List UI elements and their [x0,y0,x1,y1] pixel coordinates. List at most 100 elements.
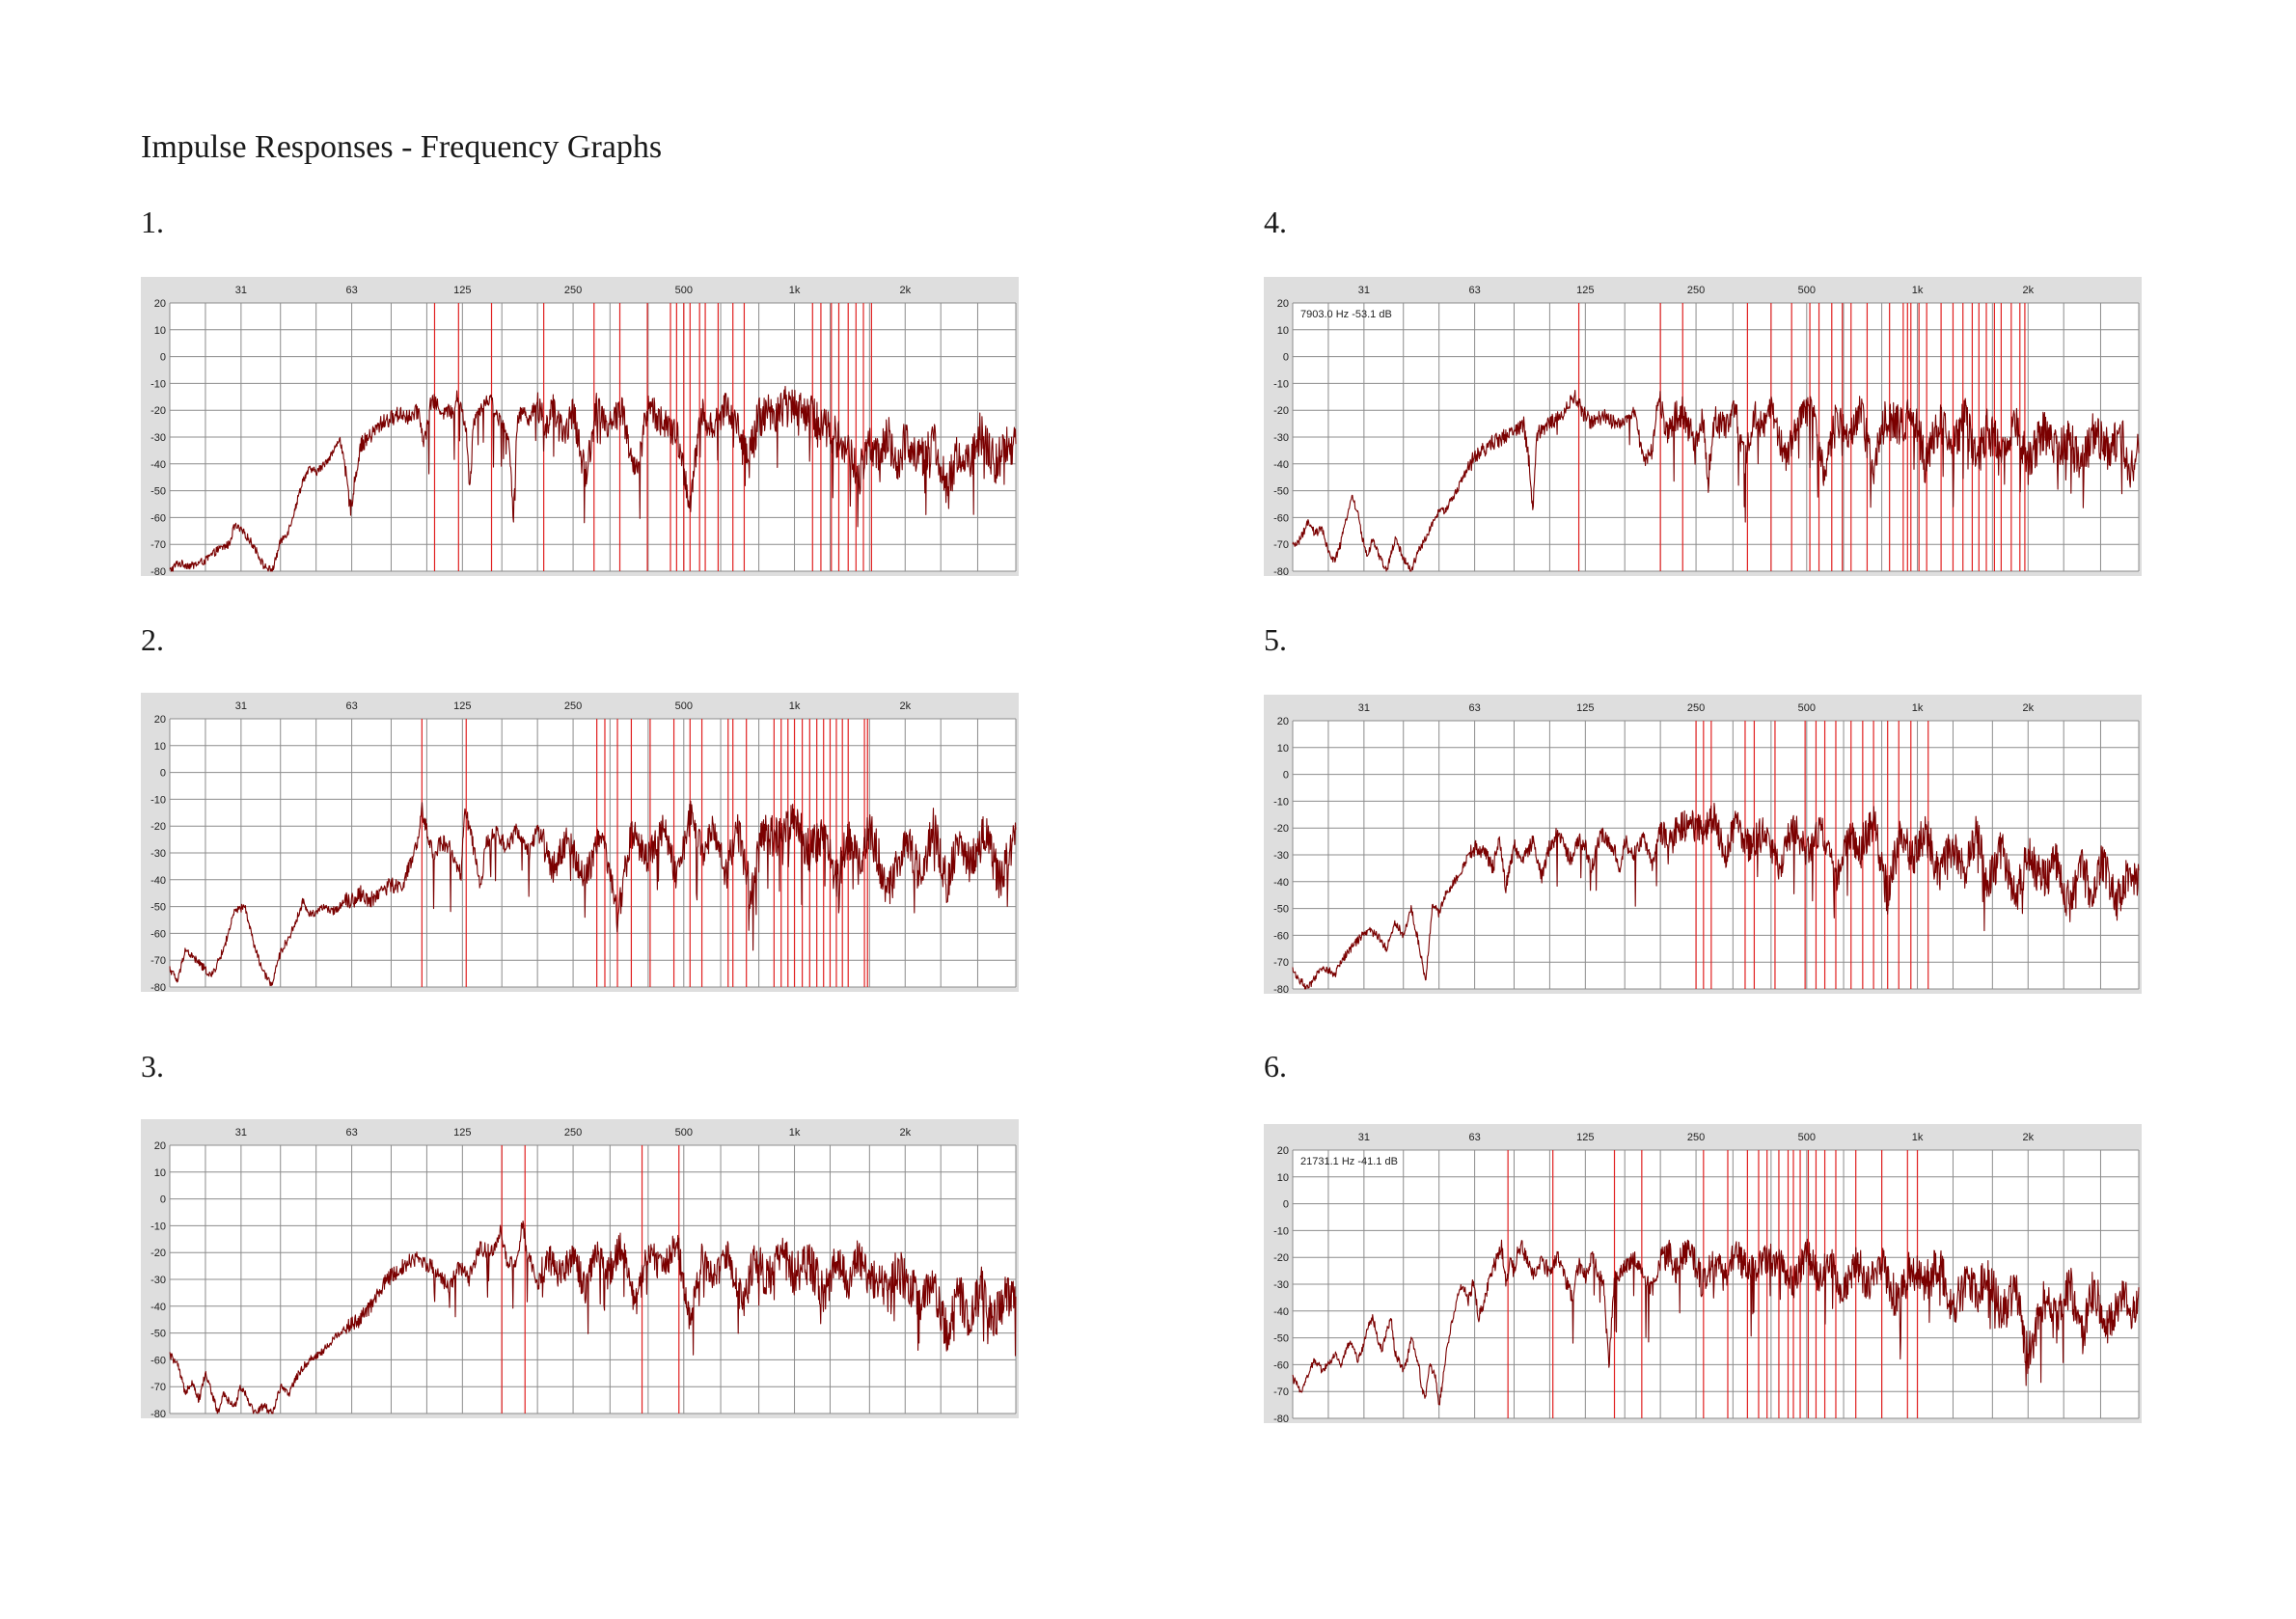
y-tick-label: -20 [150,821,166,833]
y-tick-label: 20 [1277,716,1289,727]
y-tick-label: -30 [1273,850,1289,862]
x-tick-label: 31 [235,285,247,296]
y-tick-label: 20 [154,298,166,310]
y-tick-label: -30 [150,1275,166,1286]
y-tick-label: 10 [1277,743,1289,755]
y-tick-label: -70 [150,1382,166,1393]
y-tick-label: -10 [150,378,166,390]
frequency-graph-2: 20 10 0 -10 -20 -30 -40 -50 -60 -70 -80 31 63 125 250 5… [141,693,1019,992]
frequency-graph-4: 20 10 0 -10 -20 -30 -40 -50 -60 -70 -80 31 63 125 250 5… [1264,277,2142,576]
y-tick-label: -50 [150,902,166,914]
chart-svg: 20 10 0 -10 -20 -30 -40 -50 -60 -70 -80 31 63 125 250 5… [1264,1124,2142,1423]
y-tick-label: -70 [1273,1386,1289,1398]
x-tick-label: 1k [789,1127,801,1139]
x-tick-label: 63 [1468,702,1480,714]
y-tick-label: 0 [160,1194,166,1206]
y-tick-label: -80 [150,982,166,992]
y-tick-label: -10 [1273,378,1289,390]
x-tick-label: 2k [2022,285,2034,296]
y-tick-label: -20 [150,405,166,417]
y-tick-label: 0 [160,768,166,780]
x-tick-label: 2k [899,285,911,296]
chart-svg: 20 10 0 -10 -20 -30 -40 -50 -60 -70 -80 31 63 125 250 5… [141,693,1019,992]
y-tick-label: -50 [1273,486,1289,498]
x-tick-label: 250 [1687,285,1705,296]
y-tick-label: 0 [1283,1199,1289,1211]
x-tick-label: 2k [899,700,911,712]
figure-label-2: 2. [141,622,164,657]
y-tick-label: -10 [150,794,166,806]
figure-label-5: 5. [1264,622,1287,657]
y-tick-label: -80 [1273,984,1289,994]
y-tick-label: 10 [154,1167,166,1179]
y-tick-label: -40 [1273,877,1289,889]
y-tick-label: -50 [1273,1333,1289,1345]
y-tick-label: -20 [1273,823,1289,835]
cursor-readout: 21731.1 Hz -41.1 dB [1300,1156,1398,1167]
y-tick-label: -10 [1273,1225,1289,1237]
x-tick-label: 2k [899,1127,911,1139]
x-tick-label: 1k [789,285,801,296]
y-tick-label: 20 [1277,298,1289,310]
x-tick-label: 63 [345,700,357,712]
x-tick-label: 63 [1468,285,1480,296]
chart-svg: 20 10 0 -10 -20 -30 -40 -50 -60 -70 -80 31 63 125 250 5… [1264,695,2142,994]
y-tick-label: -40 [150,1302,166,1313]
x-tick-label: 31 [1358,285,1370,296]
x-tick-label: 500 [675,700,693,712]
x-tick-label: 1k [1912,702,1924,714]
y-tick-label: 0 [1283,770,1289,782]
x-tick-label: 63 [345,285,357,296]
frequency-graph-6: 20 10 0 -10 -20 -30 -40 -50 -60 -70 -80 31 63 125 250 5… [1264,1124,2142,1423]
x-tick-label: 2k [2022,702,2034,714]
y-tick-label: -40 [150,875,166,887]
y-tick-label: -60 [150,1355,166,1366]
frequency-trace [1292,802,2140,990]
y-tick-label: 10 [154,741,166,753]
y-tick-label: -60 [1273,1359,1289,1371]
x-tick-label: 125 [453,1127,471,1139]
x-tick-label: 250 [1687,702,1705,714]
x-tick-label: 500 [675,285,693,296]
chart-svg: 20 10 0 -10 -20 -30 -40 -50 -60 -70 -80 31 63 125 250 5… [1264,277,2142,576]
x-tick-label: 250 [564,1127,582,1139]
y-tick-label: 20 [154,714,166,726]
y-tick-label: -20 [150,1248,166,1259]
y-tick-label: -50 [1273,904,1289,916]
y-tick-label: -60 [1273,930,1289,942]
y-tick-label: 20 [154,1140,166,1152]
y-tick-label: 10 [1277,325,1289,337]
x-tick-label: 63 [1468,1132,1480,1143]
x-tick-label: 500 [675,1127,693,1139]
cursor-readout: 7903.0 Hz -53.1 dB [1300,309,1392,320]
frequency-trace [1292,1238,2140,1406]
y-tick-label: -80 [150,566,166,576]
x-tick-label: 125 [1576,285,1594,296]
y-tick-label: -30 [1273,432,1289,444]
y-tick-label: -70 [150,539,166,551]
x-tick-label: 31 [1358,702,1370,714]
x-tick-label: 500 [1798,1132,1816,1143]
y-tick-label: 10 [154,325,166,337]
frequency-graph-1: 20 10 0 -10 -20 -30 -40 -50 -60 -70 -80 31 63 125 250 5… [141,277,1019,576]
y-tick-label: -70 [1273,539,1289,551]
y-tick-label: -80 [1273,566,1289,576]
chart-svg: 20 10 0 -10 -20 -30 -40 -50 -60 -70 -80 31 63 125 250 5… [141,277,1019,576]
x-tick-label: 63 [345,1127,357,1139]
frequency-trace [169,385,1017,572]
y-tick-label: -60 [150,928,166,940]
x-tick-label: 500 [1798,702,1816,714]
frequency-graph-3: 20 10 0 -10 -20 -30 -40 -50 -60 -70 -80 31 63 125 250 5… [141,1119,1019,1418]
x-tick-label: 1k [1912,1132,1924,1143]
frequency-graph-5: 20 10 0 -10 -20 -30 -40 -50 -60 -70 -80 31 63 125 250 5… [1264,695,2142,994]
y-tick-label: -40 [1273,459,1289,471]
x-tick-label: 31 [235,700,247,712]
x-tick-label: 1k [789,700,801,712]
y-tick-label: 0 [160,352,166,364]
frequency-trace [169,1221,1017,1414]
y-tick-label: 20 [1277,1145,1289,1157]
y-tick-label: -50 [150,486,166,498]
y-tick-label: -70 [1273,957,1289,969]
y-tick-label: -20 [1273,405,1289,417]
frequency-trace [169,800,1017,987]
